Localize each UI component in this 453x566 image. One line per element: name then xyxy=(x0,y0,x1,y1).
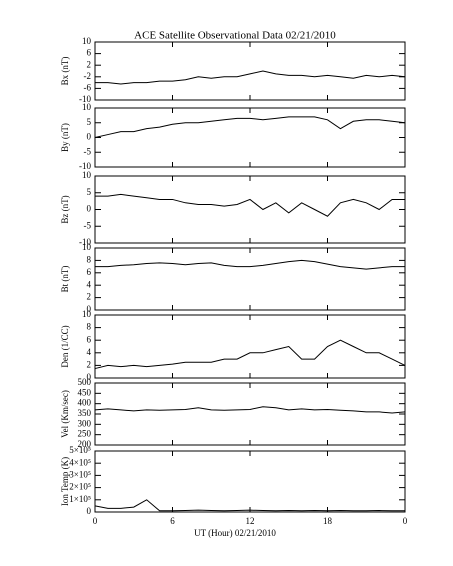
y-axis-label: Den (1/CC) xyxy=(60,325,70,367)
data-line xyxy=(95,259,405,270)
panel-frame xyxy=(94,175,406,244)
x-tick-label: 0 xyxy=(93,516,98,526)
y-tick-label: 4 xyxy=(87,279,92,289)
y-tick-label: 0 xyxy=(87,506,92,516)
y-axis-label: Vel (Km/sec) xyxy=(60,390,70,438)
y-tick-label: 10 xyxy=(82,309,92,319)
y-tick-label: -10 xyxy=(79,237,91,247)
chart-title: ACE Satellite Observational Data 02/21/2… xyxy=(134,30,336,42)
y-axis-label: Bx (nT) xyxy=(60,57,70,86)
y-tick-label: 4 xyxy=(87,347,92,357)
y-tick-label: 10 xyxy=(82,242,92,252)
y-axis-label: Ion Temp (K) xyxy=(60,457,70,506)
y-tick-label: 0 xyxy=(87,372,92,382)
data-line xyxy=(95,70,406,85)
panel-frame xyxy=(94,247,406,311)
y-tick-label: 2 xyxy=(87,292,92,302)
y-tick-label: 6 xyxy=(87,334,92,344)
y-tick-label: 300 xyxy=(78,418,92,428)
panel-frame xyxy=(94,107,406,168)
data-line xyxy=(94,339,406,370)
y-tick-label: 2 xyxy=(87,359,92,369)
y-tick-label: 2 xyxy=(87,59,92,69)
y-tick-label: 1×10⁵ xyxy=(69,494,91,504)
y-tick-label: 0 xyxy=(87,304,92,314)
y-tick-label: 6 xyxy=(87,267,92,277)
y-tick-label: 10 xyxy=(82,170,92,180)
y-tick-label: 2×10⁵ xyxy=(69,482,91,492)
y-tick-label: 8 xyxy=(87,254,92,264)
y-axis-label: Bz (nT) xyxy=(60,195,70,223)
data-line xyxy=(94,406,406,414)
y-tick-label: -5 xyxy=(84,146,92,156)
y-tick-label: -10 xyxy=(79,161,91,171)
x-axis-label: UT (Hour) 02/21/2010 xyxy=(194,528,276,538)
y-axis-label: Bt (nT) xyxy=(60,266,70,293)
y-tick-label: 0 xyxy=(87,204,92,214)
y-tick-label: 0 xyxy=(87,132,92,142)
y-tick-label: -6 xyxy=(84,82,92,92)
y-tick-label: -10 xyxy=(79,94,91,104)
y-tick-label: 500 xyxy=(78,377,92,387)
y-tick-label: 10 xyxy=(82,36,92,46)
y-axis-label: By (nT) xyxy=(60,123,70,152)
y-tick-label: 5×10⁵ xyxy=(69,445,91,455)
x-tick-label: 12 xyxy=(246,516,255,526)
y-tick-label: 8 xyxy=(87,322,92,332)
y-tick-label: -2 xyxy=(84,71,92,81)
x-tick-label: 0 xyxy=(403,516,408,526)
panel-frame xyxy=(94,41,406,101)
x-tick-label: 6 xyxy=(170,516,175,526)
panel-frame xyxy=(94,314,406,379)
y-tick-label: 450 xyxy=(78,387,92,397)
y-tick-label: 10 xyxy=(82,102,92,112)
y-tick-label: 200 xyxy=(78,439,92,449)
y-tick-label: 5 xyxy=(87,117,92,127)
y-tick-label: 4×10⁵ xyxy=(69,457,91,467)
y-tick-label: 350 xyxy=(78,408,92,418)
x-tick-label: 18 xyxy=(323,516,333,526)
y-tick-label: 250 xyxy=(78,429,92,439)
data-line xyxy=(94,116,406,138)
y-tick-label: 3×10⁵ xyxy=(69,469,91,479)
y-tick-label: 400 xyxy=(78,398,92,408)
y-tick-label: 5 xyxy=(87,187,92,197)
y-tick-label: 6 xyxy=(87,48,92,58)
panel-frame xyxy=(94,382,406,446)
data-line xyxy=(95,193,405,217)
data-line xyxy=(94,499,405,512)
y-tick-label: -5 xyxy=(84,220,92,230)
